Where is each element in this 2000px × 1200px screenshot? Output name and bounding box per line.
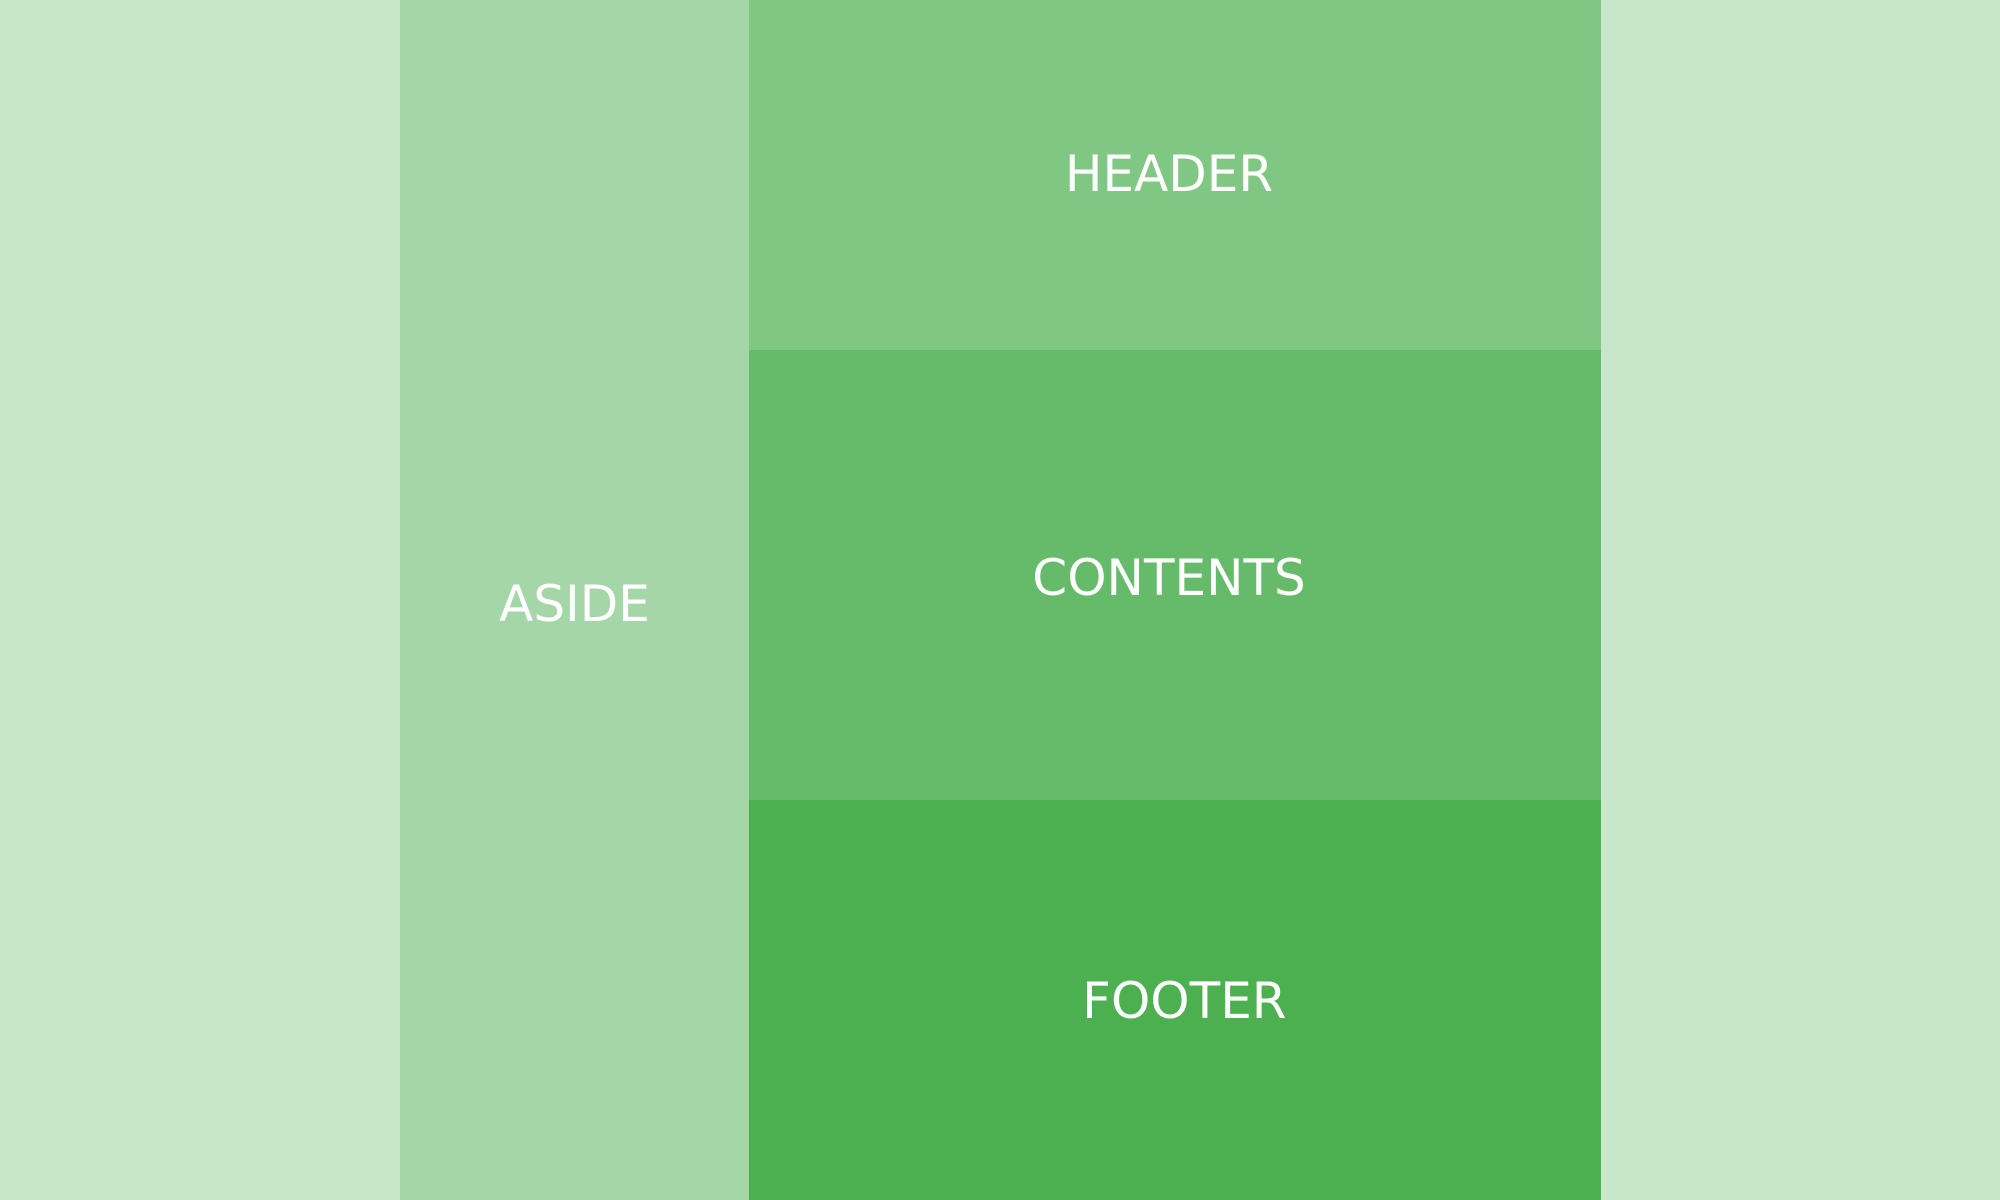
header-panel: HEADER <box>749 0 1601 350</box>
aside-label: ASIDE <box>499 575 650 633</box>
contents-panel: CONTENTS <box>749 350 1601 800</box>
footer-label: FOOTER <box>1082 972 1287 1030</box>
header-label: HEADER <box>1064 145 1274 203</box>
contents-label: CONTENTS <box>1032 549 1306 607</box>
aside-panel: ASIDE <box>400 0 749 1200</box>
footer-panel: FOOTER <box>749 800 1601 1200</box>
